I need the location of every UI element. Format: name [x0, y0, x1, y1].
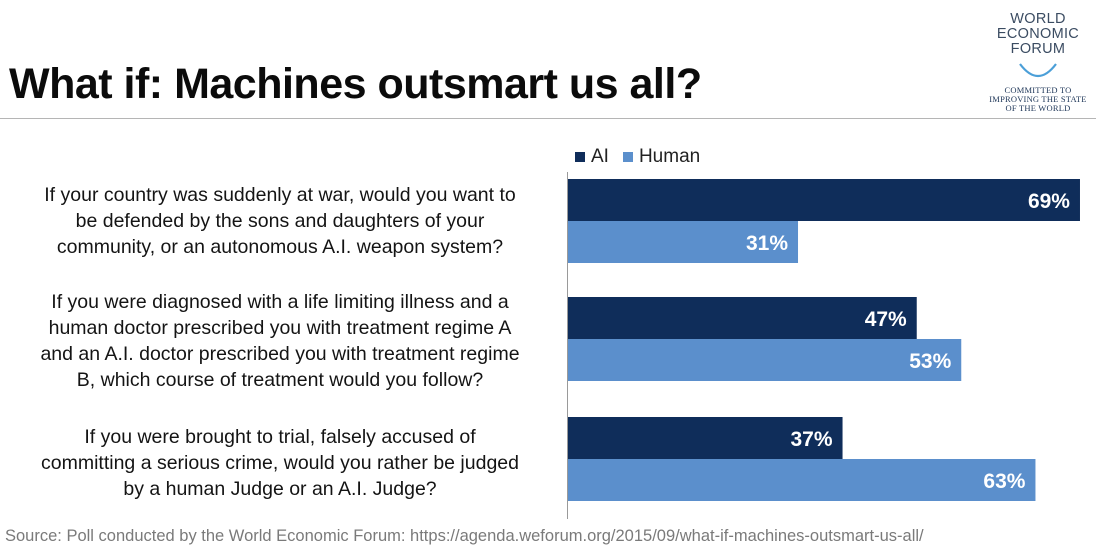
question-label-doctor: If you were diagnosed with a life limiti… — [6, 289, 554, 393]
logo-tagline-2: IMPROVING THE STATE — [989, 94, 1087, 104]
logo-tagline-1: COMMITTED TO — [1004, 85, 1072, 95]
data-label-human-2: 53% — [909, 350, 951, 373]
logo-line-2: ECONOMIC — [996, 26, 1080, 42]
question-line: be defended by the sons and daughters of… — [75, 210, 485, 232]
chart-legend: AI Human — [575, 146, 714, 168]
data-label-human-3: 63% — [983, 470, 1025, 493]
data-label-ai-2: 47% — [865, 308, 907, 331]
bar-ai-1 — [568, 179, 1080, 221]
logo-arc-icon — [1019, 63, 1057, 78]
bar-ai-2 — [568, 297, 917, 339]
logo-tagline-3: OF THE WORLD — [1005, 103, 1071, 113]
question-line: committing a serious crime, would you ra… — [41, 452, 519, 474]
legend-item-human: Human — [622, 146, 701, 168]
question-label-trial: If you were brought to trial, falsely ac… — [6, 424, 554, 502]
question-line: community, or an autonomous A.I. weapon … — [56, 236, 504, 258]
question-label-war: If your country was suddenly at war, wou… — [6, 182, 554, 260]
page-title: What if: Machines outsmart us all? — [9, 60, 702, 108]
data-label-ai-3: 37% — [791, 428, 833, 451]
question-line: human doctor prescribed you with treatme… — [48, 317, 512, 339]
question-line: B, which course of treatment would you f… — [76, 369, 484, 391]
logo-line-3: FORUM — [1010, 41, 1066, 57]
legend-swatch-ai — [575, 152, 585, 162]
question-line: If you were diagnosed with a life limiti… — [51, 291, 509, 313]
bar-human-3 — [568, 459, 1036, 501]
wef-logo: WORLD ECONOMIC FORUM COMMITTED TO IMPROV… — [988, 10, 1088, 114]
question-line: If your country was suddenly at war, wou… — [44, 184, 516, 206]
question-line: and an A.I. doctor prescribed you with t… — [40, 343, 520, 365]
legend-label-human: Human — [638, 146, 701, 167]
logo-line-1: WORLD — [1010, 11, 1066, 27]
category-axis-line — [567, 172, 568, 519]
title-divider — [0, 118, 1096, 119]
legend-swatch-human — [622, 152, 633, 162]
question-line: by a human Judge or an A.I. Judge? — [123, 478, 437, 500]
bar-ai-3 — [568, 417, 843, 459]
bar-human-1 — [568, 221, 799, 263]
bar-human-2 — [568, 339, 962, 381]
data-label-ai-1: 69% — [1028, 190, 1070, 213]
data-label-human-1: 31% — [746, 232, 788, 255]
legend-item-ai: AI — [575, 146, 609, 168]
source-note: Source: Poll conducted by the World Econ… — [5, 527, 924, 545]
question-line: If you were brought to trial, falsely ac… — [84, 426, 476, 448]
legend-label-ai: AI — [591, 146, 609, 167]
